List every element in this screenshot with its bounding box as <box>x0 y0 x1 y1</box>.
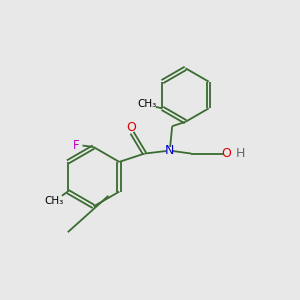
Bar <box>127 124 134 131</box>
Text: N: N <box>165 144 175 157</box>
Bar <box>140 101 153 107</box>
Text: F: F <box>73 139 80 152</box>
Bar <box>223 150 230 157</box>
Text: CH₃: CH₃ <box>137 99 156 109</box>
Text: O: O <box>126 121 136 134</box>
Text: CH₃: CH₃ <box>45 196 64 206</box>
Text: O: O <box>221 147 231 160</box>
Bar <box>73 142 80 149</box>
Bar <box>238 150 244 157</box>
Bar <box>48 198 61 204</box>
Bar <box>166 147 173 154</box>
Text: H: H <box>236 147 245 160</box>
